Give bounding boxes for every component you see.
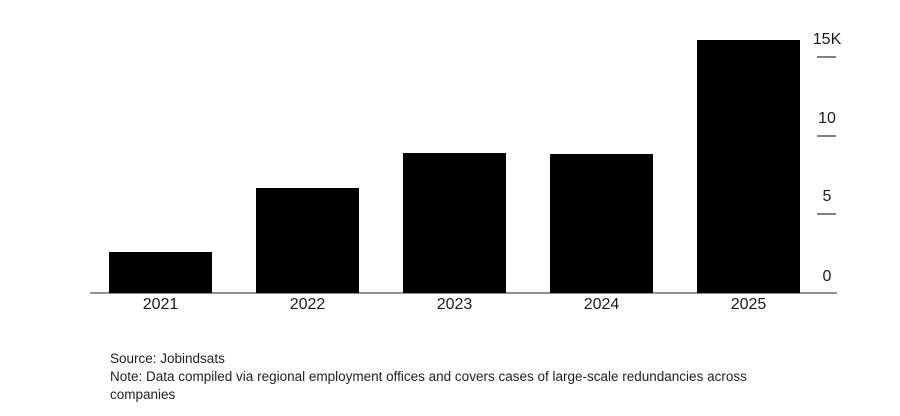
x-axis-label-2022: 2022 [289, 296, 326, 313]
y-axis-label-10: 10 [818, 109, 836, 127]
bar-2022 [256, 187, 359, 293]
x-axis-label-2024: 2024 [583, 296, 620, 313]
x-axis-label-2023: 2023 [436, 296, 473, 313]
y-axis-label-0: 0 [822, 268, 832, 285]
bar-2025 [697, 39, 800, 293]
chart-footer: Source: Jobindsats Note: Data compiled v… [110, 350, 765, 404]
source-text: Source: Jobindsats [110, 351, 225, 366]
y-axis-tick-10 [817, 134, 836, 137]
x-axis-label-2021: 2021 [142, 296, 179, 313]
bar-2023 [403, 152, 506, 293]
y-axis-label-5: 5 [822, 188, 832, 206]
x-axis-line [90, 292, 837, 294]
y-axis-label-15K: 15K [812, 31, 842, 48]
y-axis-tick-5 [817, 213, 836, 216]
y-axis-tick-15K [817, 56, 836, 58]
note-text: Note: Data compiled via regional employm… [110, 369, 747, 402]
bar-2021 [109, 252, 212, 293]
bar-2024 [550, 153, 653, 293]
x-axis-label-2025: 2025 [730, 296, 767, 313]
